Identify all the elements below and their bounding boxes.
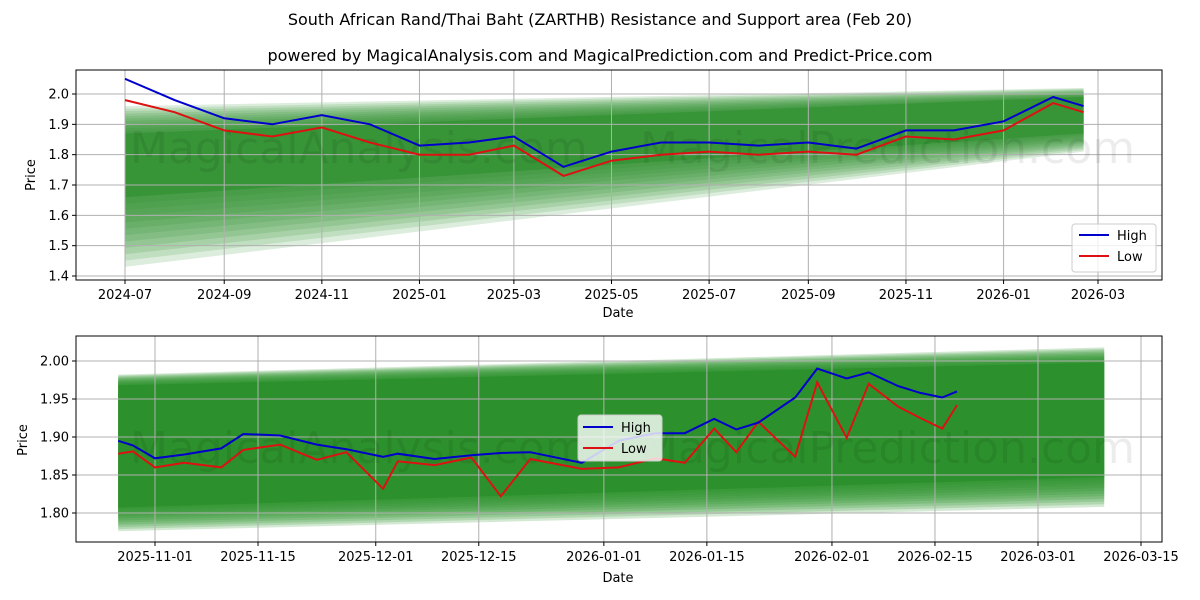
x-tick-label: 2026-01-15 [669, 550, 745, 565]
high-line [117, 367, 958, 464]
legend-high-label: High [621, 421, 651, 436]
x-tick-label: 2026-02-01 [794, 550, 870, 565]
high-line [124, 77, 1084, 168]
bottom-plot: MagicalAnalysis.com MagicalPrediction.co… [16, 335, 1179, 586]
bottom-axes-frame [75, 335, 1163, 543]
x-axis-label: Date [602, 306, 633, 321]
y-tick-label: 2.00 [40, 355, 69, 370]
x-axis-ticks: 2024-07 2024-09 2024-11 2025-01 2025-03 2025-… [98, 280, 1125, 303]
y-tick-label: 1.4 [48, 270, 69, 285]
watermark-left: MagicalAnalysis.com [130, 423, 588, 474]
x-tick-label: 2025-11 [879, 288, 933, 303]
top-axes-frame [75, 69, 1163, 281]
y-tick-label: 2.0 [48, 88, 69, 103]
x-tick-label: 2024-09 [197, 288, 251, 303]
legend-top: High Low [1071, 223, 1157, 273]
legend-low-label: Low [1117, 250, 1143, 265]
y-tick-label: 1.8 [48, 148, 69, 163]
watermark-left: MagicalAnalysis.com [130, 123, 588, 174]
legend-high-label: High [1117, 229, 1147, 244]
x-tick-label: 2026-02-15 [897, 550, 973, 565]
legend-low-label: Low [621, 442, 647, 457]
y-tick-label: 1.95 [40, 393, 69, 408]
low-line [124, 99, 1084, 177]
low-line [118, 379, 958, 498]
grid-lines [76, 70, 1162, 280]
x-tick-label: 2026-01-01 [566, 550, 642, 565]
y-tick-label: 1.7 [48, 179, 69, 194]
x-tick-label: 2025-03 [487, 288, 541, 303]
x-tick-label: 2025-09 [781, 288, 835, 303]
y-tick-label: 1.80 [40, 507, 69, 522]
x-tick-label: 2025-05 [584, 288, 638, 303]
chart-title: South African Rand/Thai Baht (ZARTHB) Re… [287, 10, 913, 29]
x-tick-label: 2026-03-01 [1000, 550, 1076, 565]
x-tick-label: 2026-01 [976, 288, 1030, 303]
y-tick-label: 1.90 [40, 431, 69, 446]
x-tick-label: 2025-12-15 [441, 550, 517, 565]
x-tick-label: 2024-07 [98, 288, 152, 303]
x-axis-label: Date [602, 571, 633, 586]
x-tick-label: 2024-11 [295, 288, 349, 303]
x-tick-label: 2025-01 [392, 288, 446, 303]
watermark-right: MagicalPrediction.com [640, 123, 1135, 174]
watermark-right: MagicalPrediction.com [640, 423, 1135, 474]
x-tick-label: 2025-11-15 [220, 550, 296, 565]
x-tick-label: 2026-03 [1071, 288, 1125, 303]
y-tick-label: 1.6 [48, 209, 69, 224]
top-plot: MagicalAnalysis.com MagicalPrediction.co… [24, 69, 1163, 321]
y-axis-ticks: 1.4 1.5 1.6 1.7 1.8 1.9 2.0 [48, 88, 76, 285]
support-resistance-band [125, 87, 1084, 267]
chart-subtitle: powered by MagicalAnalysis.com and Magic… [267, 46, 933, 65]
x-axis-ticks: 2025-11-01 2025-11-15 2025-12-01 2025-12-15… [117, 542, 1179, 565]
y-axis-label: Price [24, 159, 39, 191]
x-tick-label: 2025-07 [682, 288, 736, 303]
legend-bottom: High Low [577, 414, 663, 462]
x-tick-label: 2025-11-01 [117, 550, 193, 565]
y-tick-label: 1.9 [48, 118, 69, 133]
y-tick-label: 1.85 [40, 469, 69, 484]
y-axis-ticks: 1.80 1.85 1.90 1.95 2.00 [40, 355, 76, 522]
y-axis-label: Price [16, 424, 31, 456]
x-tick-label: 2025-12-01 [338, 550, 414, 565]
y-tick-label: 1.5 [48, 239, 69, 254]
x-tick-label: 2026-03-15 [1103, 550, 1179, 565]
